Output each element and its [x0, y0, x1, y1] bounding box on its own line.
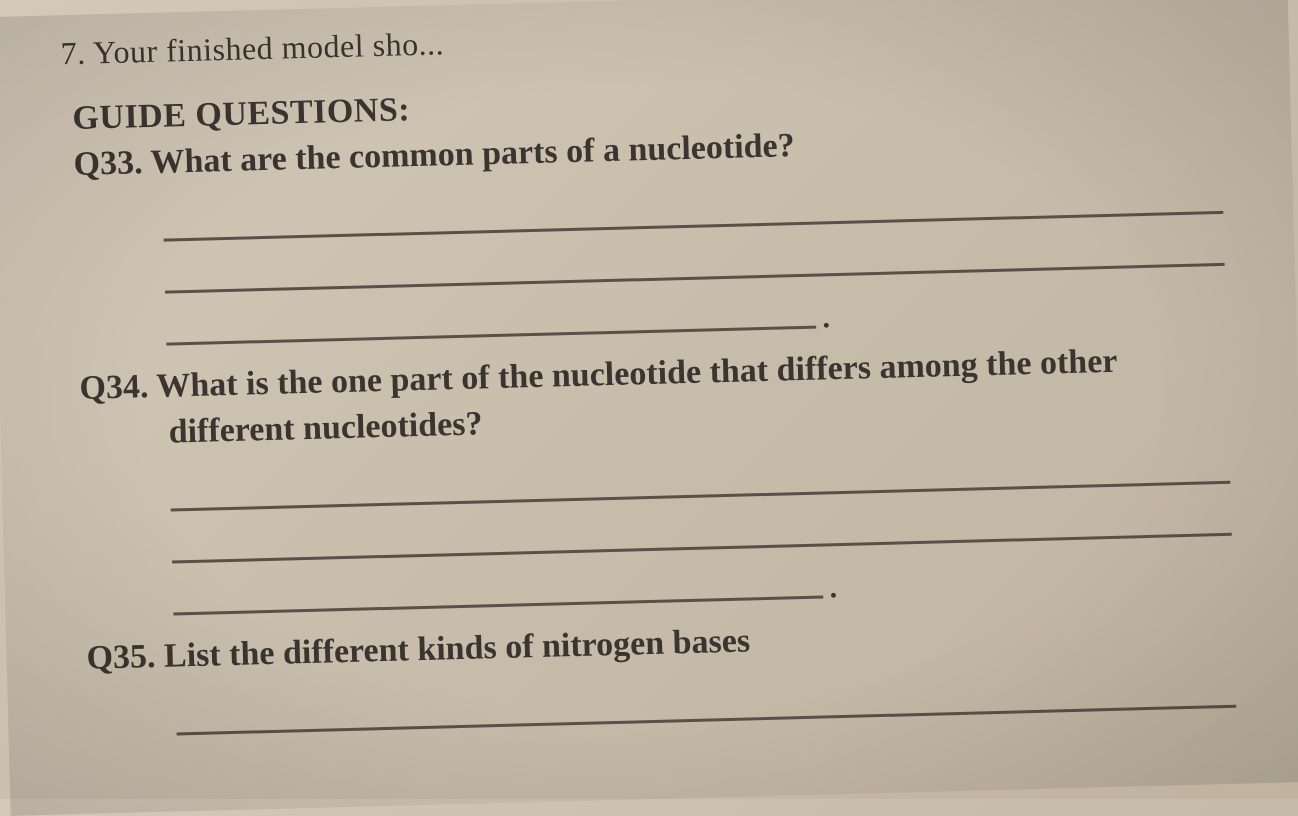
answer-line [165, 283, 816, 346]
question-34-block: Q34. What is the one part of the nucleot… [79, 335, 1243, 617]
instruction-item-7: 7. Your finished model sho... [60, 5, 1229, 73]
worksheet-page: 7. Your finished model sho... GUIDE QUES… [0, 0, 1298, 739]
question-33-block: Q33. What are the common parts of a nucl… [73, 112, 1236, 348]
question-34-text: Q34. What is the one part of the nucleot… [79, 335, 1239, 457]
item7-text: 7. Your finished model sho... [60, 25, 444, 71]
answer-line [172, 552, 823, 615]
question-35-block: Q35. List the different kinds of nitroge… [86, 605, 1246, 737]
